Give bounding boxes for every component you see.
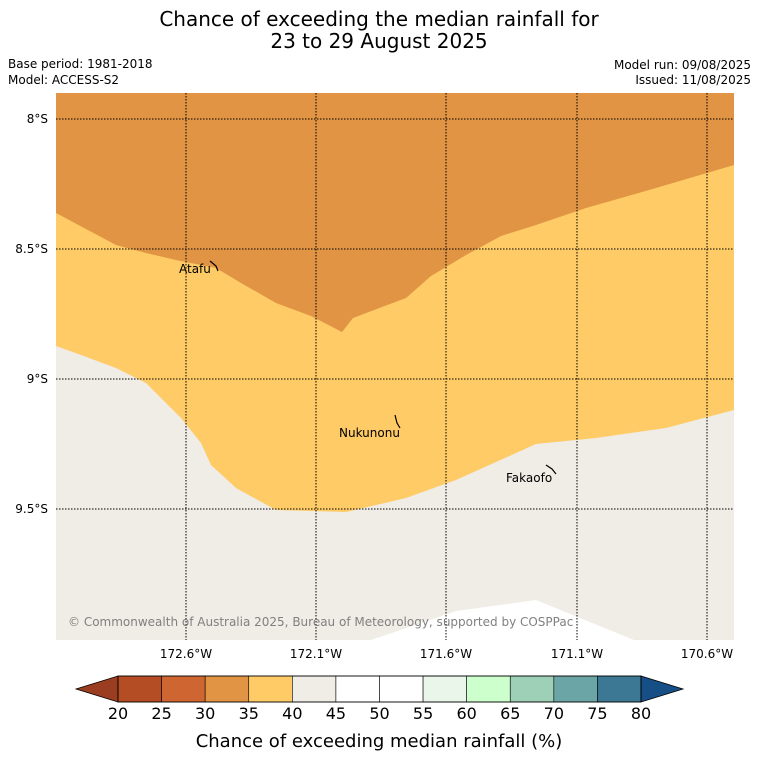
lon-label-171-1w: 171.1°W: [550, 647, 604, 661]
lon-label-170-6w: 170.6°W: [680, 647, 734, 661]
atoll-outlines: [209, 260, 557, 475]
colorbar-tick-label: 25: [151, 704, 172, 723]
colorbar-band: [335, 675, 380, 703]
band-45-50-region: [371, 600, 634, 640]
colorbar-band: [597, 675, 642, 703]
colorbar-tick-label: 20: [107, 704, 129, 723]
lon-label-172-1w: 172.1°W: [289, 647, 343, 661]
colorbar-tick-label: 45: [325, 704, 347, 723]
colorbar-tick-label: 30: [194, 704, 216, 723]
map-title-line1: Chance of exceeding the median rainfall …: [159, 7, 599, 31]
place-label-atafu: Atafu: [179, 262, 211, 276]
graticule: [56, 93, 734, 640]
colorbar-tick-label: 40: [282, 704, 303, 723]
colorbar-band: [292, 675, 337, 703]
colorbar-band: [204, 675, 250, 703]
lat-label-9-5s: 9.5°S: [15, 502, 48, 516]
colorbar-high-extension: [640, 675, 685, 703]
colorbar: [74, 675, 685, 703]
rainfall-probability-map: Atafu Nukunonu Fakaofo © Commonwealth of…: [56, 93, 734, 640]
colorbar-tick-label: 50: [369, 704, 390, 723]
colorbar-band: [248, 675, 293, 703]
place-label-fakaofo: Fakaofo: [506, 471, 552, 485]
base-period-text: Base period: 1981-2018: [8, 57, 153, 71]
colorbar-tick-label: 65: [500, 704, 521, 723]
lat-label-8s: 8°S: [26, 112, 48, 126]
lon-label-172-6w: 172.6°W: [159, 647, 213, 661]
band-30-35-region: [56, 93, 734, 332]
copyright-text: © Commonwealth of Australia 2025, Bureau…: [68, 615, 573, 629]
colorbar-tick-label: 70: [543, 704, 564, 723]
lon-label-171-6w: 171.6°W: [419, 647, 473, 661]
colorbar-label: Chance of exceeding median rainfall (%): [195, 731, 563, 752]
colorbar-band: [553, 675, 598, 703]
colorbar-band: [509, 675, 555, 703]
colorbar-tick-label: 80: [630, 704, 652, 723]
colorbar-band: [117, 675, 162, 703]
colorbar-band: [466, 675, 511, 703]
colorbar-frame: [117, 675, 642, 703]
model-text: Model: ACCESS-S2: [8, 73, 120, 87]
colorbar-band: [161, 675, 206, 703]
colorbar-band: [379, 675, 424, 703]
colorbar-tick-label: 60: [456, 704, 477, 723]
colorbar-tick-label: 35: [238, 704, 259, 723]
lat-label-9s: 9°S: [26, 372, 48, 386]
model-run-text: Model run: 09/08/2025: [613, 58, 751, 72]
colorbar-band: [422, 675, 467, 703]
lat-label-8-5s: 8.5°S: [15, 242, 48, 256]
place-label-nukunonu: Nukunonu: [339, 426, 400, 440]
issued-text: Issued: 11/08/2025: [635, 73, 751, 87]
colorbar-tick-label: 75: [587, 704, 608, 723]
colorbar-tick-label: 55: [412, 704, 434, 723]
colorbar-low-extension: [74, 675, 119, 703]
map-title-line2: 23 to 29 August 2025: [270, 29, 488, 53]
